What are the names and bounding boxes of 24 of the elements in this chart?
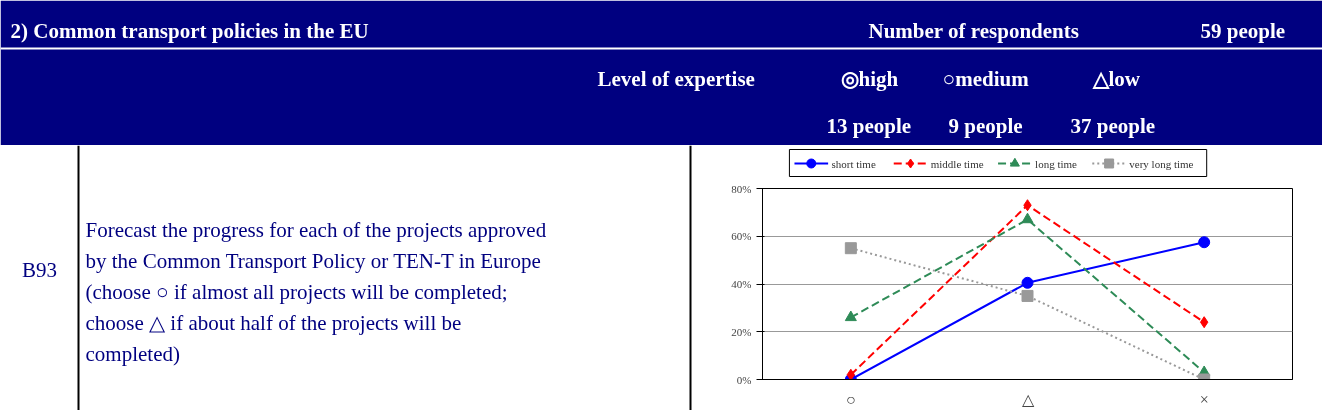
legend-label: middle time [930,157,984,170]
legend-label: long time [1035,157,1078,170]
text: Number of respondents [868,18,1079,43]
text: ○medium [942,66,1030,91]
legend-label: short time [831,157,876,170]
x-tick-label: △ [1021,390,1035,408]
x-tick-label: ○ [846,390,856,408]
y-tick-label: 0% [736,373,752,386]
text: Forecast the progress for each of the projects approved by the Common Transport Policy or TEN-T in Europe (choose ○ if almost all projects will be completed; choose △ if about half of the projects will be completed) [85,217,547,366]
y-tick-label: 80% [731,182,752,195]
y-tick-label: 40% [731,278,752,290]
text: 9 people [948,113,1023,138]
y-tick-label: 20% [731,325,752,338]
legend-label: very long time [1129,157,1194,170]
x-tick-label: × [1199,390,1209,408]
text: 2) Common transport policies in the EU [10,18,369,43]
text: △low [1091,66,1141,91]
text: B93 [22,257,58,282]
text: 59 people [1200,18,1286,43]
text: ◎high [840,66,899,91]
text: Level of expertise [597,66,755,91]
y-tick-label: 60% [731,230,752,243]
text: 13 people [826,113,912,138]
text: 37 people [1070,113,1156,138]
